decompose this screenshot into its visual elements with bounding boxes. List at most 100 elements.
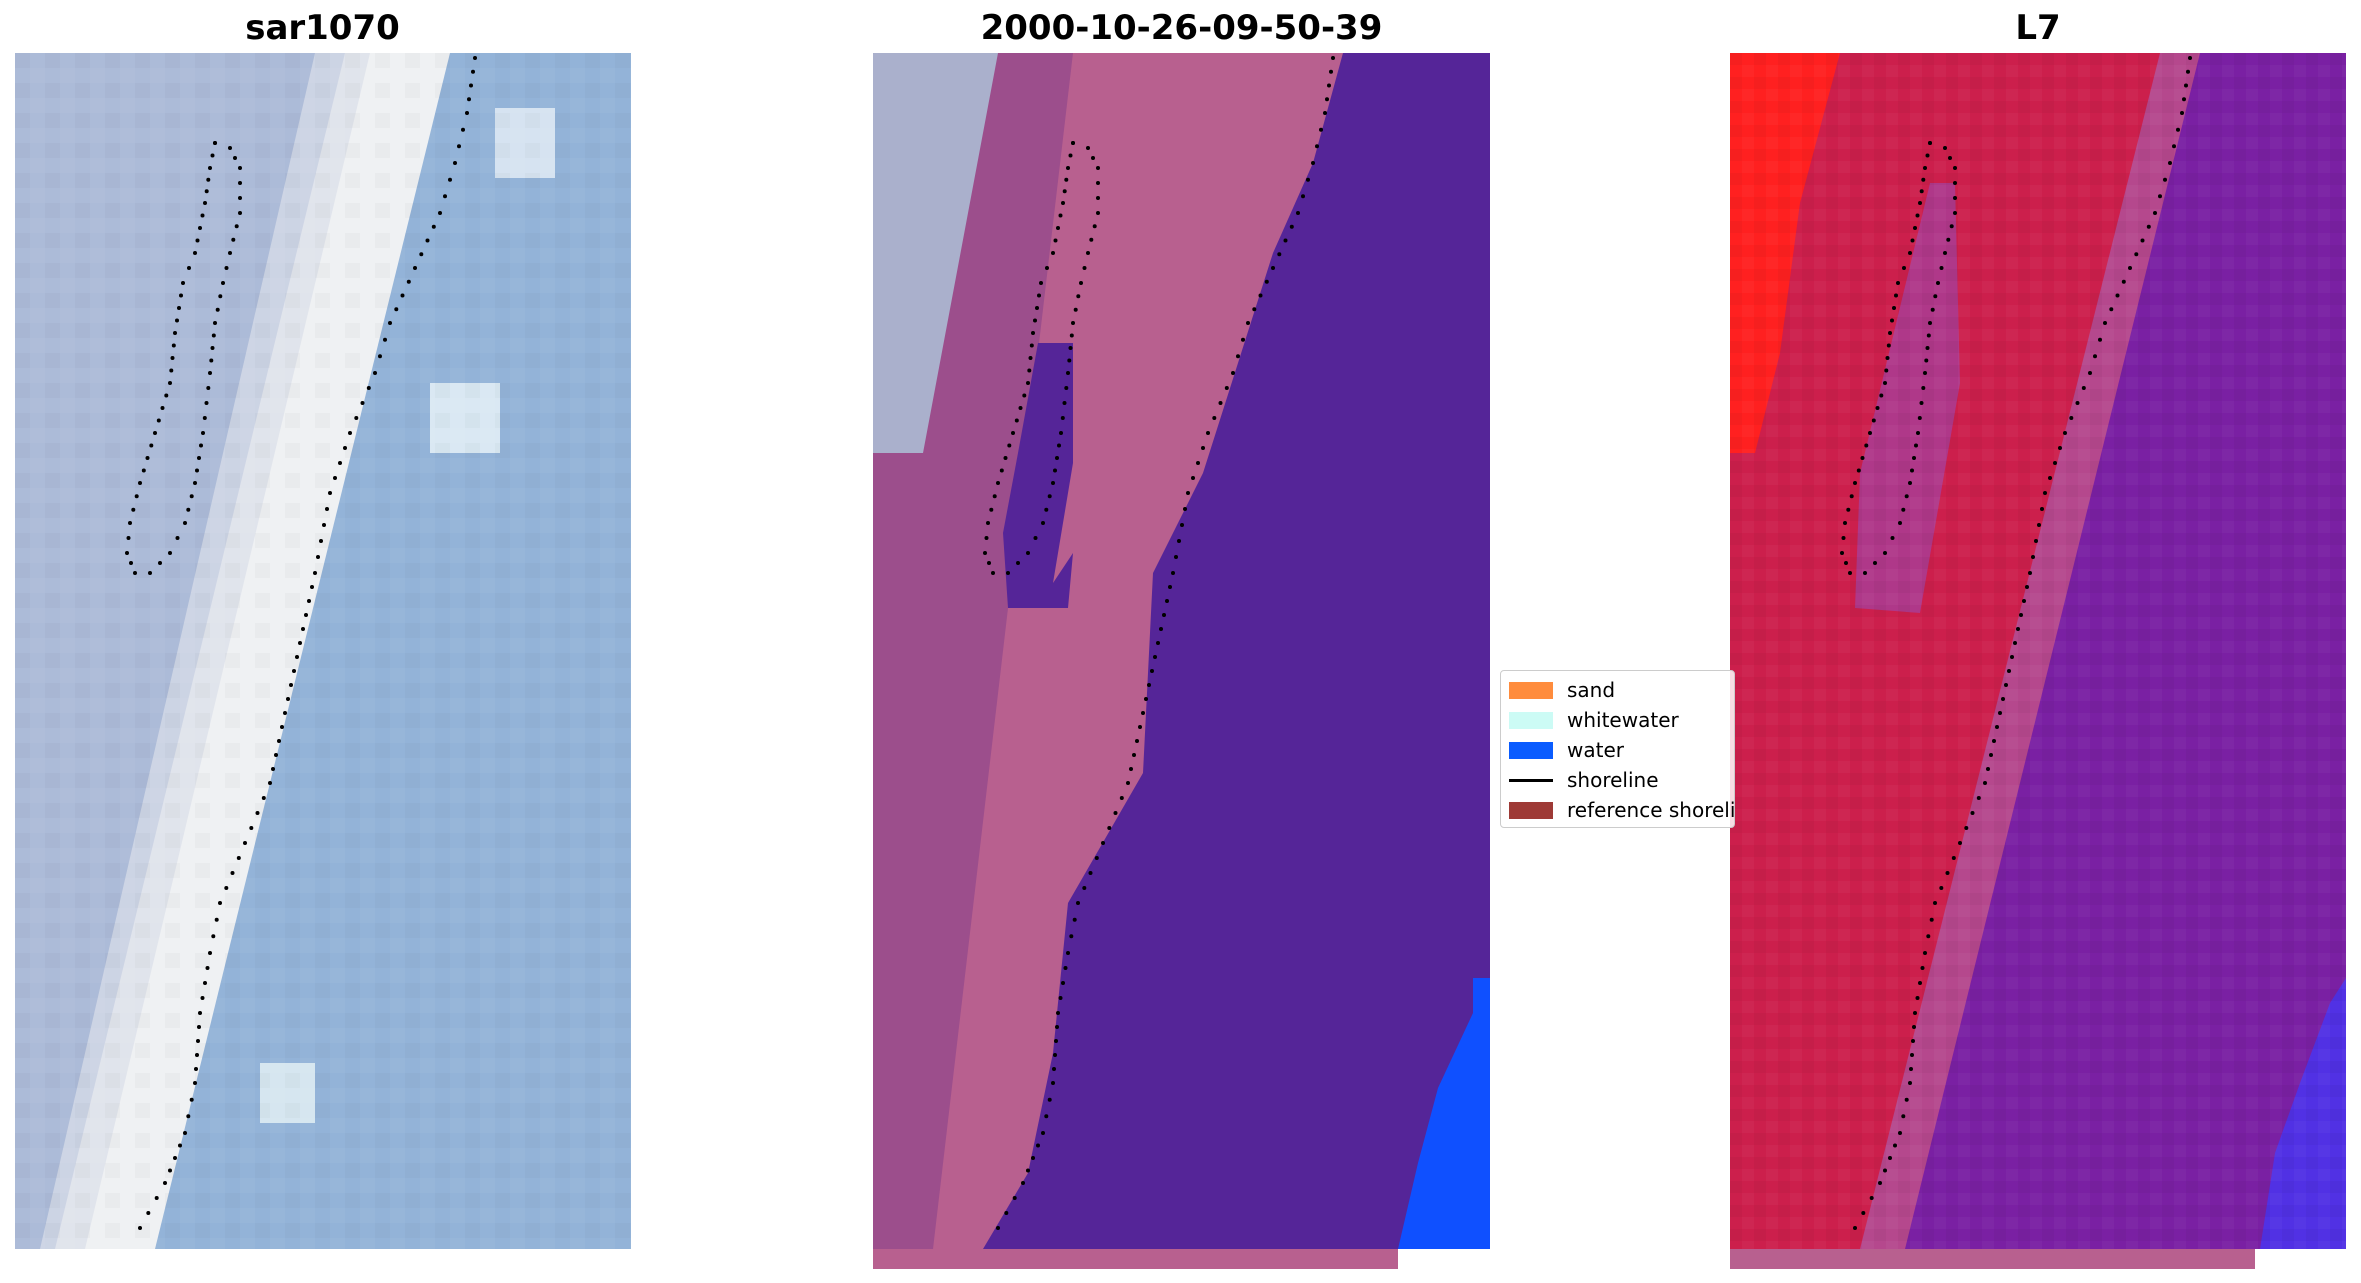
shoreline-dot [2058,446,2062,450]
shoreline-dot [986,521,990,525]
legend-label: shoreline [1567,768,1659,792]
shoreline-dot [1894,293,1898,298]
shoreline-dot [211,934,216,939]
shoreline-dot [325,507,329,511]
shoreline-dot [443,194,447,199]
shoreline-dot [1037,293,1041,298]
shoreline-dot [198,226,202,230]
shoreline-dot [1915,213,1920,218]
upper-left-sand [873,53,998,453]
shoreline-dot [1843,521,1847,525]
shoreline-dot [1029,343,1034,348]
shoreline-dot [1058,213,1063,218]
shoreline-dot [1892,306,1896,310]
shoreline-dot [1925,346,1930,350]
shoreline-dot [1051,251,1055,255]
shoreline-dot [1953,181,1957,185]
shoreline-dot [1898,521,1902,525]
shoreline-dot [160,406,165,410]
shoreline-dot [991,571,995,575]
shoreline-dot [1908,481,1912,485]
shoreline-dot [1067,358,1072,363]
shoreline-dot [1902,266,1906,270]
shoreline-dot [199,443,203,448]
shoreline-dot [1057,443,1061,448]
shoreline-dot [1915,996,1920,1000]
shoreline-dot [1126,781,1130,785]
shoreline-dot [1916,431,1920,435]
shoreline-dot [1912,1025,1916,1029]
shoreline-dot [1094,856,1099,860]
shoreline-dot [1886,343,1891,348]
shoreline-dot [1869,1196,1874,1200]
shoreline-dot [214,917,219,922]
shoreline-dot [1066,166,1070,170]
panel-title-left: sar1070 [245,8,400,48]
shoreline-dot [1073,307,1078,312]
shoreline-dot [1296,211,1300,215]
shoreline-dot [1911,1039,1915,1043]
shoreline-dot [1913,1011,1917,1015]
shoreline-dot [1277,252,1282,257]
shoreline-dot [1864,443,1869,448]
shoreline-dot [1141,711,1145,715]
shoreline-dot [280,725,284,729]
shoreline-dot [238,166,242,170]
shoreline-dot [175,318,179,323]
lagoon [1003,343,1073,608]
shoreline-dot [2158,194,2162,199]
shoreline-dot [189,494,194,499]
shoreline-dot [208,371,212,375]
shoreline-dot [1212,416,1217,420]
shoreline-dot [1153,655,1157,659]
shoreline-dot [1924,358,1929,363]
shoreline-dot [1315,144,1319,149]
shoreline-dot [208,166,212,170]
shoreline-dot [295,655,299,659]
legend-item-water: water [1509,736,1624,764]
shoreline-dot [1031,331,1035,335]
shoreline-dot [461,127,465,132]
shoreline-dot [984,536,989,540]
shoreline-dot [186,1114,191,1119]
shoreline-dot [168,1168,172,1173]
shoreline-dot [1027,368,1032,373]
shoreline-dot [1231,371,1235,375]
shoreline-dot [1923,371,1927,375]
shoreline-dot [328,491,332,495]
shoreline-dot [181,281,185,285]
shoreline-dot [197,456,201,460]
shoreline-dot [1893,1143,1897,1148]
shoreline-dot [178,1143,182,1148]
shoreline-dot [1904,494,1909,499]
shoreline-dot [1986,767,1990,771]
shoreline-dot [1174,555,1178,559]
classified-image [873,53,1490,1269]
shoreline-dot [138,481,142,485]
shoreline-dot [1840,551,1844,555]
shoreline-dot [1129,767,1133,771]
shoreline-dot [168,551,172,555]
shoreline-dot [268,781,272,785]
shoreline-dot [2063,431,2067,435]
shoreline-dot [1863,571,1867,575]
shoreline-dot [1939,266,1944,270]
shoreline-dot [2103,321,2107,325]
shoreline-dot [2134,252,2139,257]
shoreline-dot [1306,177,1310,182]
shoreline-dot [206,177,211,182]
shoreline-dot [1319,127,1323,132]
shoreline-dot [2163,177,2167,182]
shoreline-dot [1014,418,1019,423]
shoreline-dot [224,266,229,270]
shoreline-dot [193,481,197,485]
shoreline-dot [169,368,174,373]
shoreline-dot [238,181,242,185]
shoreline-dot [1910,238,1915,243]
shoreline-dot [1006,571,1010,575]
shoreline-dot [249,826,254,830]
shoreline-dot [1958,841,1962,845]
shoreline-dot [1853,1226,1857,1230]
shoreline-dot [1258,293,1263,298]
shoreline-dot [457,144,461,149]
